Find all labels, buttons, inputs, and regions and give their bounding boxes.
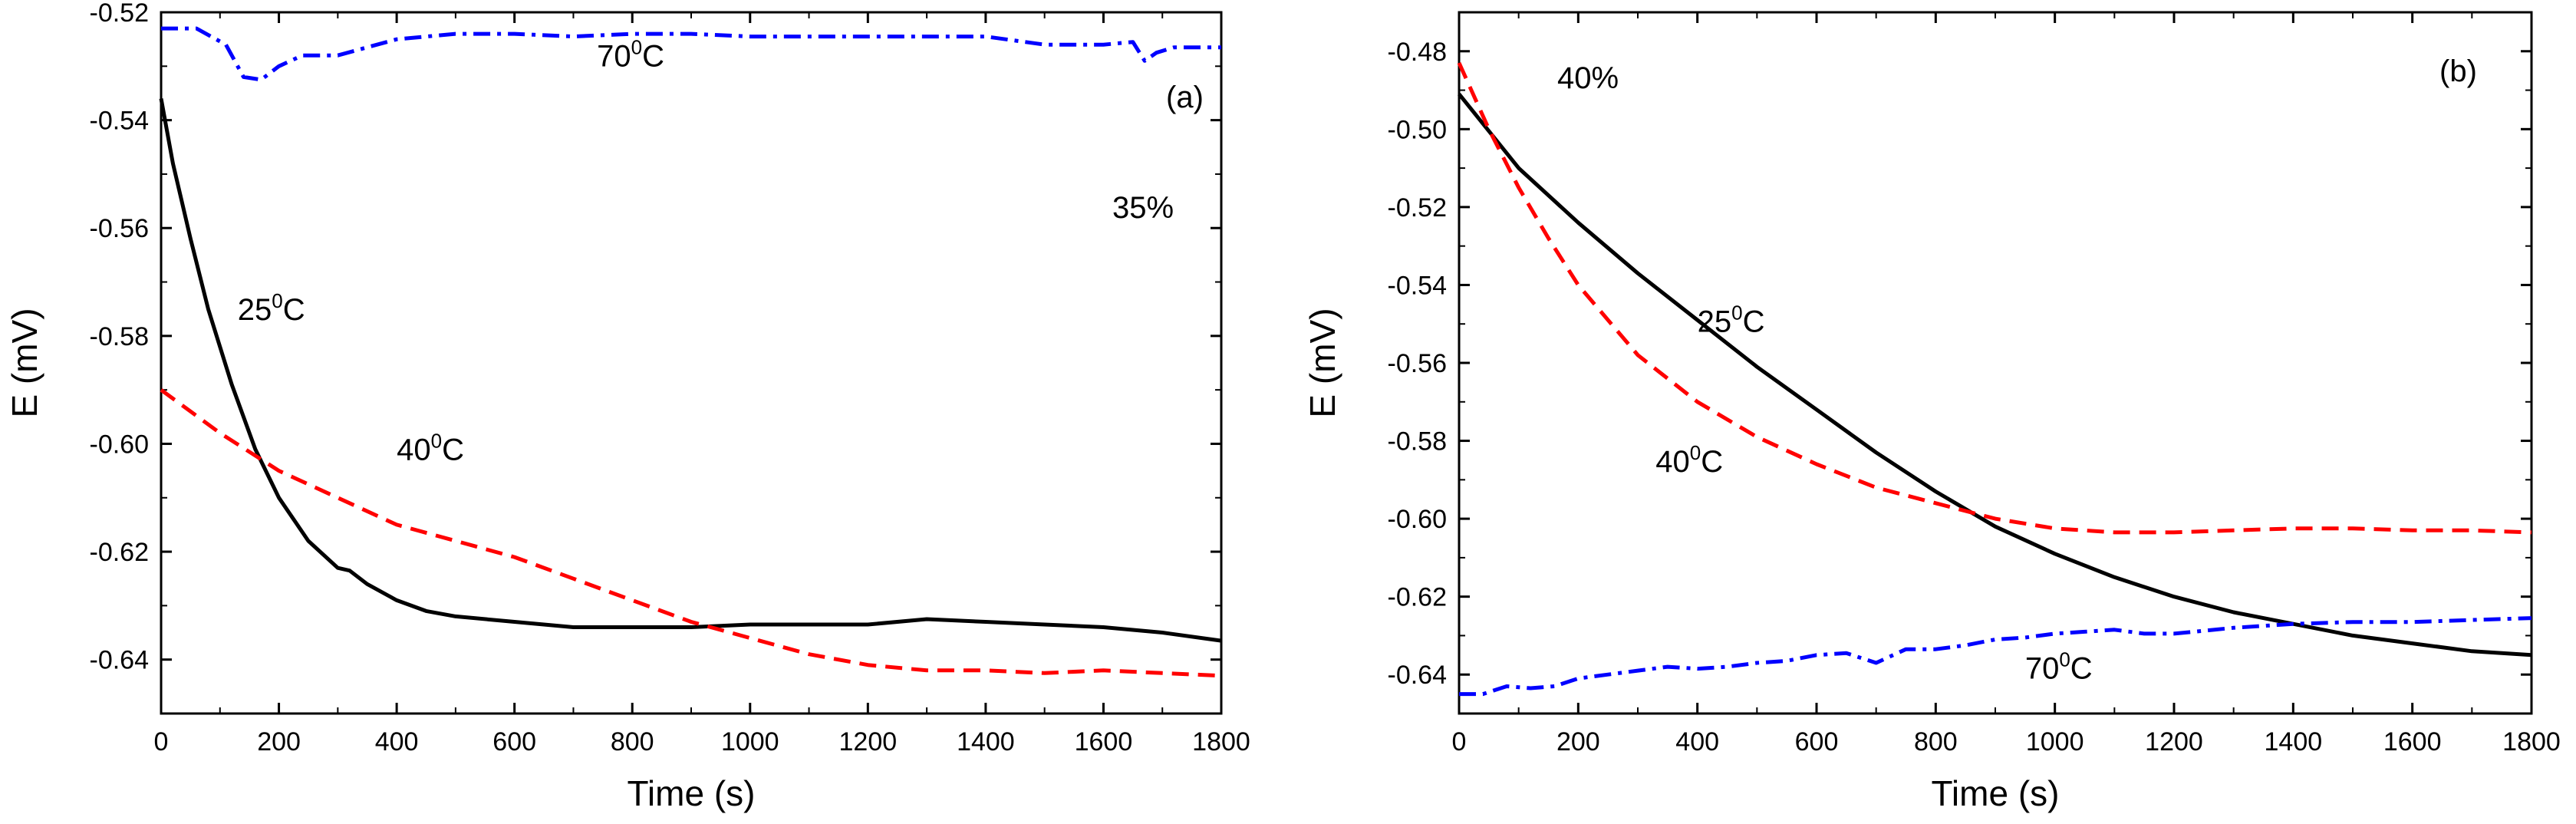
x-tick-label: 1800 — [1192, 727, 1250, 756]
series-line-25c — [159, 98, 1222, 643]
plot-area-frame-b — [1458, 11, 2533, 715]
chart-panel-b: 0 200 400 600 800 1000 1200 1400 1600 1800 -0.64 -0… — [1303, 11, 2561, 813]
y-tick-label: -0.58 — [1388, 427, 1448, 456]
plot-area-frame-a — [160, 11, 1223, 715]
series-layer-b — [1457, 61, 2532, 697]
x-tick-label: 800 — [1914, 727, 1958, 756]
x-tick-label: 400 — [375, 727, 419, 756]
x-tick-label: 200 — [1556, 727, 1600, 756]
x-tick-label: 0 — [1452, 727, 1467, 756]
series-label-25c: 250C — [1698, 301, 1765, 338]
series-line-25c — [1458, 93, 2532, 658]
x-tick-label: 1000 — [721, 727, 779, 756]
y-tick-label: -0.56 — [90, 214, 150, 243]
series-line-70c — [161, 26, 1221, 82]
y-tick-label: -0.54 — [1388, 271, 1448, 300]
y-tick-label: -0.62 — [1388, 583, 1448, 612]
x-tick-label: 1000 — [2026, 727, 2084, 756]
y-tick-label: -0.62 — [90, 538, 150, 567]
x-axis-label-b: Time (s) — [1932, 773, 2060, 813]
x-tick-label: 1200 — [839, 727, 898, 756]
series-label-40c: 400C — [1655, 441, 1723, 479]
x-tick-label: 0 — [154, 727, 169, 756]
y-tick-label: -0.64 — [90, 646, 150, 675]
concentration-label-a: 35% — [1112, 191, 1174, 225]
y-tick-label: -0.54 — [90, 107, 150, 136]
x-tick-label: 200 — [257, 727, 301, 756]
x-tick-label: 1400 — [2265, 727, 2323, 756]
y-tick-label: -0.64 — [1388, 661, 1448, 690]
axis-ticks-b: 0 200 400 600 800 1000 1200 1400 1600 1800 -0.64 -0… — [1388, 12, 2561, 756]
x-tick-label: 800 — [611, 727, 654, 756]
chart-panel-a: 0 200 400 600 800 1000 1200 1400 1600 1800 -0.64 -0… — [5, 0, 1250, 813]
series-layer-a — [159, 26, 1222, 678]
y-tick-label: -0.48 — [1388, 38, 1448, 67]
panel-label-b: (b) — [2439, 54, 2477, 88]
y-tick-label: -0.52 — [1388, 193, 1448, 222]
y-tick-label: -0.56 — [1388, 349, 1448, 378]
x-tick-label: 1600 — [1075, 727, 1133, 756]
y-axis-label-b: E (mV) — [1303, 308, 1342, 417]
series-line-70c — [1459, 616, 2532, 697]
y-tick-label: -0.60 — [1388, 505, 1448, 534]
y-tick-label: -0.60 — [90, 430, 150, 459]
x-tick-label: 1200 — [2145, 727, 2203, 756]
x-tick-label: 1800 — [2502, 727, 2561, 756]
x-axis-label-a: Time (s) — [628, 773, 756, 813]
series-labels-b: 250C 400C 700C — [1655, 301, 2092, 685]
axis-ticks-a: 0 200 400 600 800 1000 1200 1400 1600 1800 -0.64 -0… — [90, 0, 1250, 756]
series-label-70c: 700C — [597, 35, 664, 73]
x-tick-label: 600 — [1795, 727, 1839, 756]
series-label-25c: 250C — [238, 289, 305, 327]
concentration-label-b: 40% — [1557, 61, 1619, 95]
x-tick-label: 600 — [492, 727, 536, 756]
x-tick-label: 1600 — [2383, 727, 2442, 756]
x-tick-label: 1400 — [957, 727, 1015, 756]
y-tick-label: -0.58 — [90, 322, 150, 351]
series-line-40c — [160, 388, 1222, 678]
series-label-40c: 400C — [397, 430, 464, 467]
y-tick-label: -0.52 — [90, 0, 150, 28]
y-tick-label: -0.50 — [1388, 115, 1448, 144]
y-axis-label-a: E (mV) — [5, 308, 44, 417]
series-line-40c — [1457, 61, 2532, 535]
panel-label-a: (a) — [1166, 81, 1204, 114]
series-label-70c: 700C — [2025, 648, 2093, 685]
series-labels-a: 250C 400C 700C — [238, 35, 664, 466]
x-tick-label: 400 — [1675, 727, 1719, 756]
